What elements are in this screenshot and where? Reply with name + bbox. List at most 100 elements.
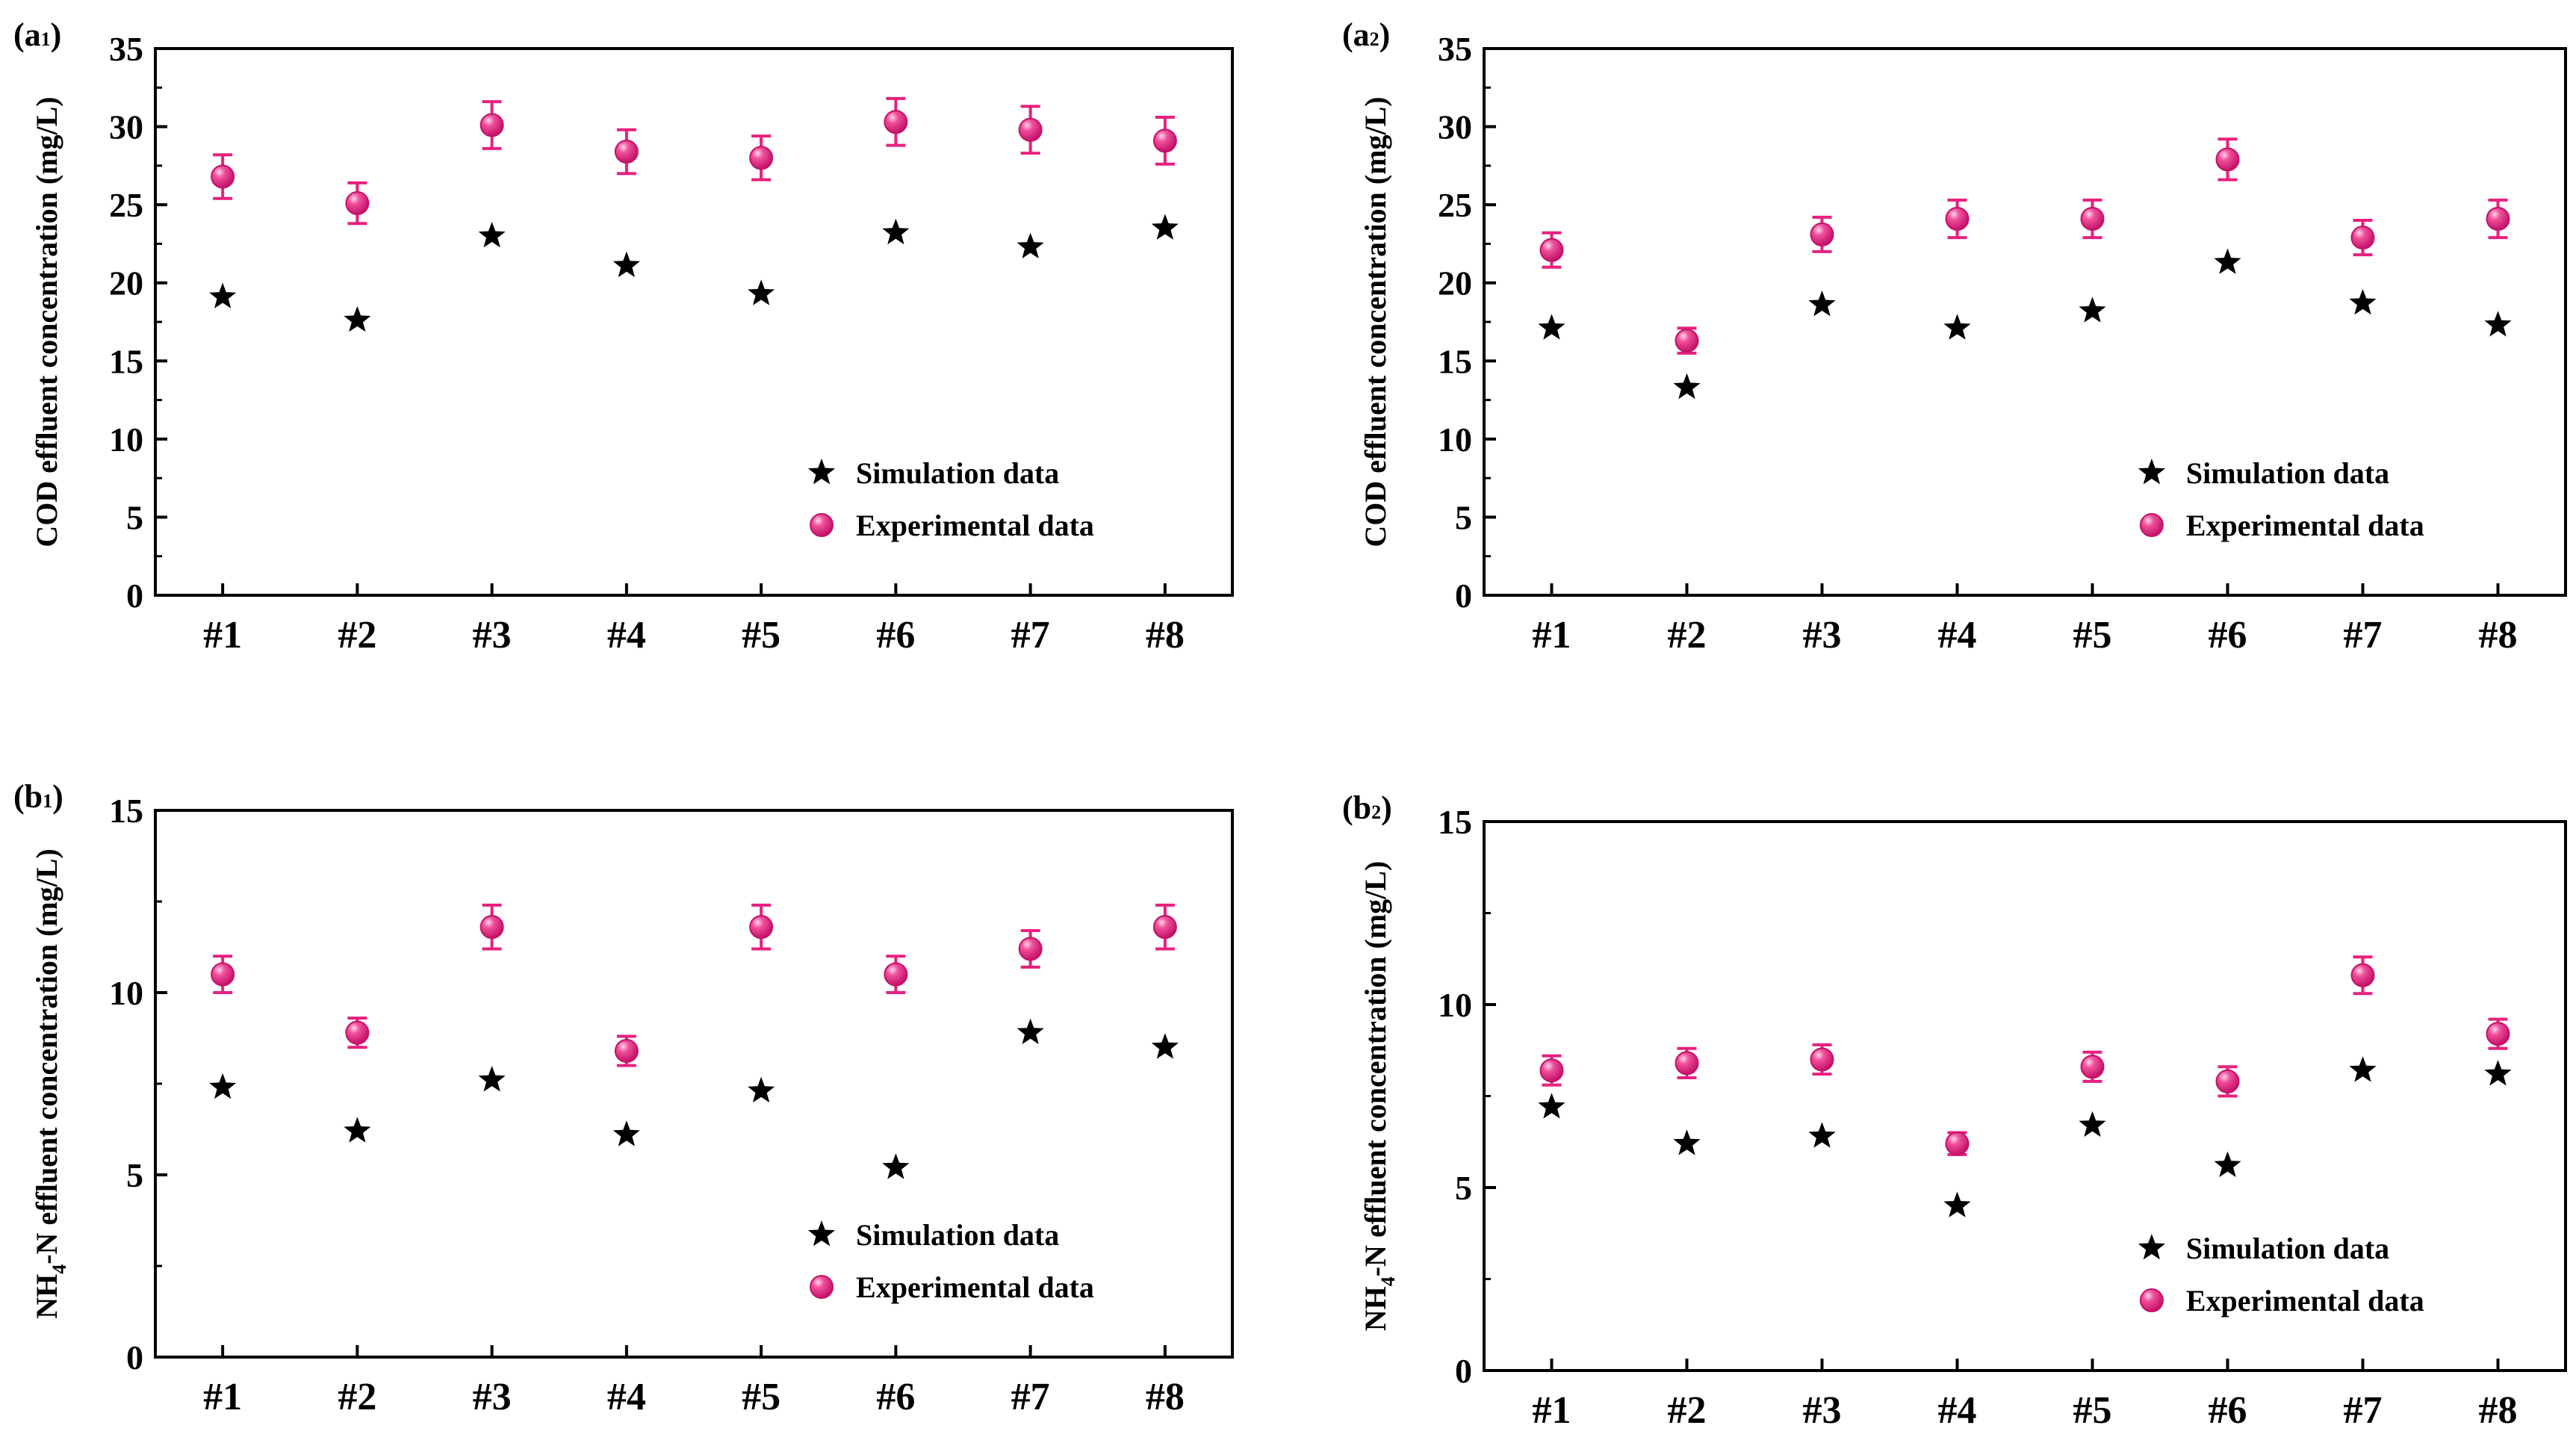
simulation-point	[2214, 1151, 2241, 1177]
legend-label: Simulation data	[856, 1218, 1059, 1252]
x-tick-label: #1	[1533, 1389, 1571, 1432]
y-tick-label: 5	[1455, 1169, 1472, 1207]
x-tick-label: #2	[1668, 614, 1707, 657]
experimental-point	[2080, 1055, 2105, 1079]
legend-star-icon	[807, 459, 836, 485]
y-tick-label: 20	[109, 264, 143, 302]
y-tick-label: 5	[126, 498, 143, 536]
experimental-point	[1675, 329, 1699, 353]
y-tick-label: 5	[126, 1156, 143, 1194]
x-tick-label: #4	[607, 1376, 646, 1418]
simulation-point	[1673, 373, 1701, 400]
y-axis-title: NH4-N effluent concentration (mg/L)	[30, 848, 70, 1319]
simulation-point	[209, 282, 237, 308]
y-tick-label: 0	[1455, 577, 1472, 615]
chart-panel-b2: 0 5 10 15 #1 #2 #3 #4 #5 #6 #7 #8 NH4-N effluent con…	[1342, 789, 2567, 1432]
panel-label: (a2)	[1342, 16, 1390, 53]
simulation-point	[2079, 1111, 2106, 1138]
x-tick-label: #8	[1146, 1376, 1185, 1418]
y-tick-label: 5	[1455, 498, 1472, 536]
simulation-point	[1151, 1033, 1179, 1059]
x-tick-label: #5	[2073, 1389, 2112, 1432]
experimental-point	[345, 1020, 370, 1045]
x-tick-label: #4	[607, 614, 646, 657]
y-tick-label: 0	[126, 1338, 143, 1377]
x-tick-label: #5	[742, 614, 780, 657]
y-tick-label: 25	[109, 186, 143, 224]
experimental-point	[1810, 1047, 1834, 1072]
simulation-point	[1808, 291, 1836, 317]
x-tick-label: #5	[2073, 614, 2112, 657]
experimental-point	[1945, 1132, 1970, 1156]
experimental-point	[479, 915, 504, 940]
panel-label: (b1)	[13, 778, 63, 815]
experimental-point	[2350, 963, 2375, 987]
x-tick-label: #4	[1938, 614, 1977, 657]
y-axis-title-rest: -N effluent concentration (mg/L)	[30, 848, 63, 1264]
legend-label: Simulation data	[2186, 1232, 2389, 1265]
x-tick-label: #8	[2479, 1389, 2518, 1432]
x-tick-label: #7	[2344, 614, 2383, 657]
simulation-point	[478, 222, 506, 248]
chart-panel-b1: 0 5 10 15 #1 #2 #3 #4 #5 #6 #7 #8 NH4-N effluent con…	[13, 778, 1234, 1418]
experimental-point	[1675, 1051, 1699, 1076]
simulation-point	[2484, 311, 2512, 337]
y-tick-label: 10	[109, 974, 143, 1012]
y-tick-label: 15	[1438, 803, 1472, 841]
simulation-point	[478, 1066, 506, 1092]
x-tick-label: #4	[1938, 1389, 1977, 1432]
legend-star-icon	[2138, 459, 2165, 485]
x-tick-label: #5	[742, 1376, 780, 1418]
y-tick-label: 15	[109, 792, 143, 830]
y-axis-title-subscript: 4	[1377, 1276, 1399, 1286]
simulation-point	[1808, 1122, 1836, 1148]
x-tick-label: #8	[1146, 614, 1185, 657]
experimental-point	[2486, 206, 2510, 231]
legend-star-icon	[2138, 1234, 2165, 1260]
legend-circle-icon	[2139, 513, 2164, 537]
x-tick-label: #6	[876, 614, 915, 657]
simulation-point	[2214, 248, 2241, 274]
y-tick-label: 30	[109, 108, 143, 146]
x-tick-label: #7	[1011, 614, 1050, 657]
x-tick-label: #1	[203, 1376, 242, 1418]
experimental-point	[2080, 206, 2105, 231]
experimental-point	[1539, 238, 1564, 262]
simulation-point	[1017, 1018, 1044, 1045]
legend-label: Simulation data	[2186, 456, 2389, 490]
experimental-point	[2215, 147, 2240, 172]
simulation-point	[1673, 1129, 1701, 1155]
x-tick-label: #7	[1011, 1376, 1050, 1418]
y-tick-label: 15	[1438, 342, 1472, 380]
simulation-point	[748, 279, 775, 305]
experimental-point	[1810, 222, 1834, 246]
experimental-point	[2215, 1069, 2240, 1093]
simulation-point	[2484, 1060, 2512, 1086]
simulation-point	[612, 1120, 640, 1146]
experimental-point	[2350, 226, 2375, 250]
y-tick-label: 0	[126, 577, 143, 615]
simulation-point	[1943, 314, 1971, 340]
legend-circle-icon	[810, 513, 834, 537]
x-tick-label: #7	[2344, 1389, 2383, 1432]
y-axis-title: COD effluent concentration (mg/L)	[1359, 96, 1392, 547]
experimental-point	[1539, 1058, 1564, 1083]
simulation-point	[612, 251, 640, 278]
experimental-point	[614, 140, 639, 164]
y-axis-title: NH4-N effluent concentration (mg/L)	[1359, 861, 1399, 1332]
y-tick-label: 10	[1438, 420, 1472, 459]
y-tick-label: 0	[1455, 1352, 1472, 1390]
simulation-point	[2349, 1056, 2377, 1082]
panel-label: (b2)	[1342, 789, 1392, 826]
experimental-point	[749, 146, 774, 170]
x-tick-label: #6	[2209, 614, 2247, 657]
experimental-point	[211, 164, 235, 189]
chart-panel-a1: 0 5 10 15 20 25 30 35 #1 #2 #3 #4 #5 #6 #7 #8 COD efflue…	[13, 16, 1234, 657]
experimental-point	[1945, 206, 1970, 231]
legend-label: Experimental data	[2186, 509, 2424, 542]
legend: Simulation data Experimental data	[807, 1218, 1094, 1304]
simulation-point	[209, 1073, 237, 1099]
x-tick-label: #8	[2479, 614, 2518, 657]
experimental-point	[211, 962, 235, 987]
